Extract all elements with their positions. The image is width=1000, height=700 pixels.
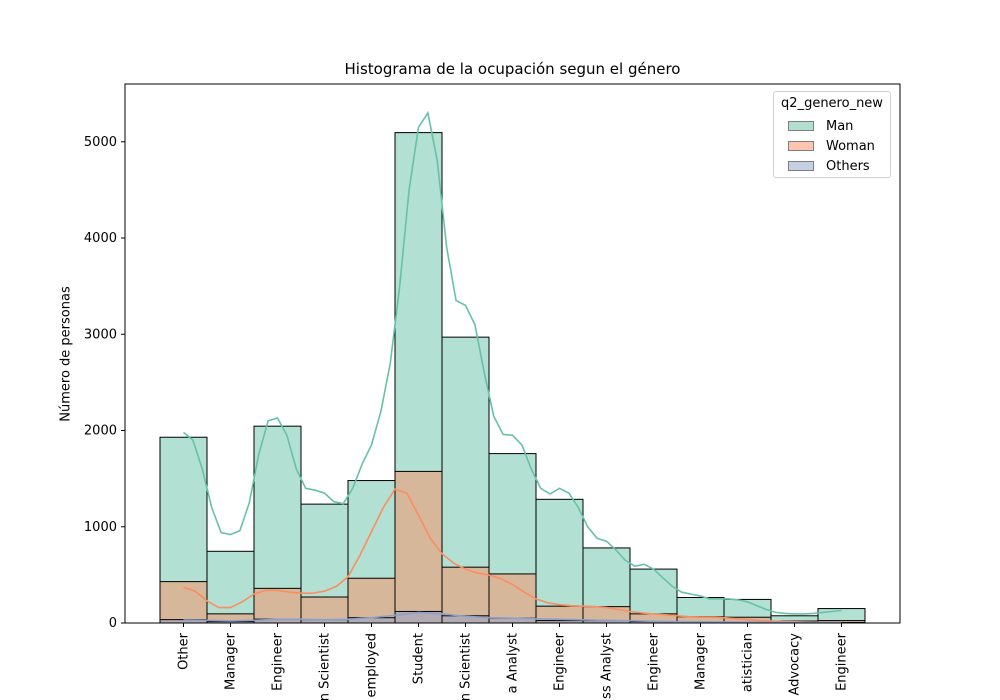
legend-item-others: Others: [788, 158, 870, 174]
x-tick-label-4: employed: [365, 633, 380, 697]
bar-woman-5: [394, 470, 443, 624]
x-tick-label-9: ss Analyst: [600, 633, 615, 699]
x-tick-label-5: Student: [412, 633, 427, 684]
kde-line-woman: [183, 488, 842, 624]
x-tick-label-1: Manager: [224, 632, 239, 690]
x-tick-label-12: atistician: [741, 633, 756, 692]
bar-man-1: [206, 550, 255, 624]
x-tick-label-11: Manager: [694, 632, 709, 690]
legend-label-woman: Woman: [826, 138, 875, 154]
legend-swatch-woman: [788, 141, 814, 151]
bar-man-8: [535, 498, 584, 624]
y-tick-label-4: 4000: [84, 231, 117, 246]
x-tick-label-7: a Analyst: [506, 633, 521, 693]
kde-line-others: [183, 611, 842, 624]
x-tick-label-8: Engineer: [553, 632, 568, 691]
y-tick-label-1: 1000: [84, 520, 117, 535]
x-tick-label-2: Engineer: [271, 632, 286, 691]
y-tick-label-5: 5000: [84, 135, 117, 150]
bar-woman-7: [488, 573, 537, 624]
legend-label-others: Others: [826, 158, 870, 174]
bar-woman-2: [253, 587, 302, 624]
x-tick-label-3: n Scientist: [318, 633, 333, 700]
y-tick-label-3: 3000: [84, 327, 117, 342]
legend-item-man: Man: [788, 118, 853, 134]
legend-swatch-man: [788, 121, 814, 131]
x-tick-label-14: Engineer: [835, 632, 850, 691]
x-tick-label-0: Other: [177, 632, 192, 670]
bar-woman-6: [441, 566, 490, 624]
legend: q2_genero_new Man Woman Others: [773, 91, 891, 178]
y-tick-label-2: 2000: [84, 424, 117, 439]
legend-item-woman: Woman: [788, 138, 875, 154]
kde-line-man: [182, 110, 842, 615]
x-tick-label-10: Engineer: [647, 632, 662, 691]
chart-title: Histograma de la ocupación segun el géne…: [344, 60, 681, 78]
legend-swatch-others: [788, 161, 814, 171]
bar-woman-0: [159, 581, 208, 624]
x-tick-label-13: Advocacy: [788, 633, 803, 696]
y-tick-label-0: 0: [109, 616, 117, 631]
x-tick-label-6: n Scientist: [459, 633, 474, 700]
legend-label-man: Man: [826, 118, 854, 134]
legend-title: q2_genero_new: [781, 96, 883, 111]
